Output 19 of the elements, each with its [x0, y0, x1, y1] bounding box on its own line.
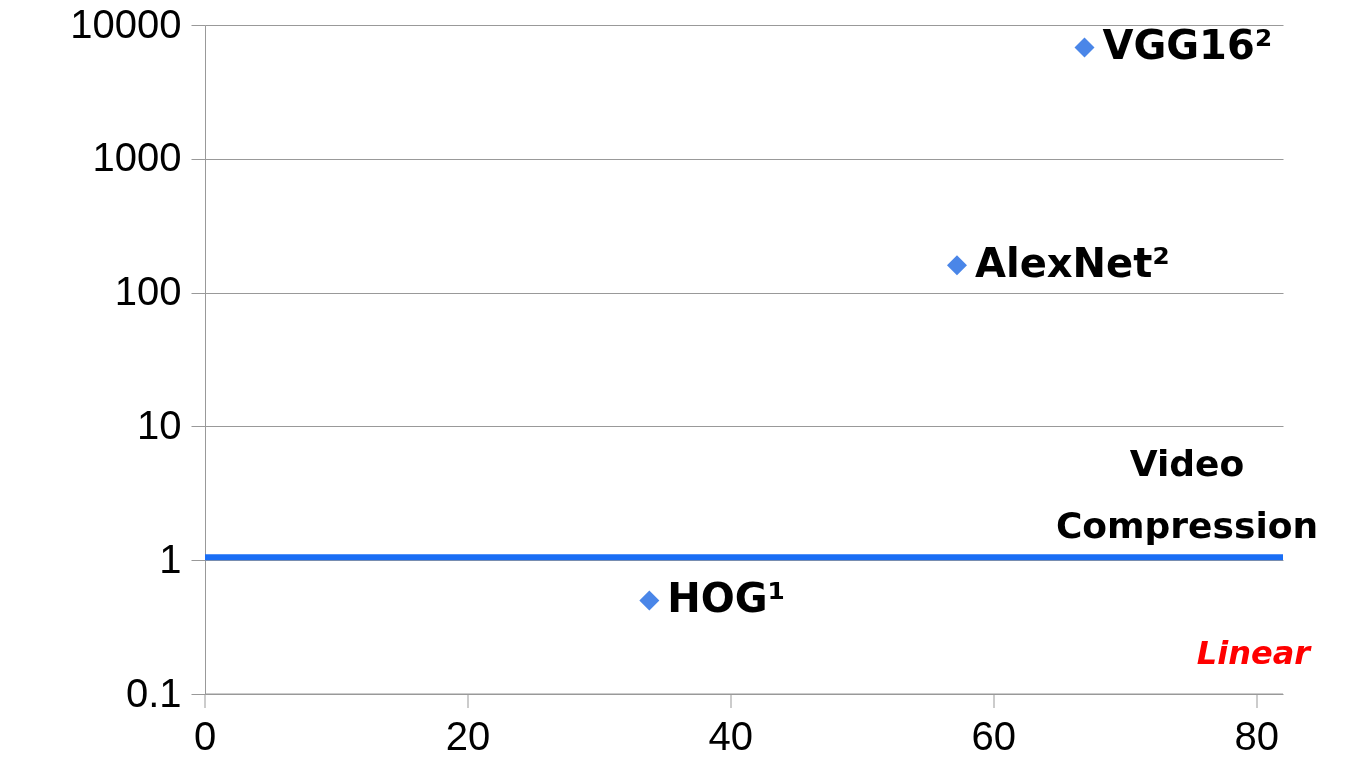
x-tick-label: 20	[445, 714, 491, 758]
y-tick-label: 0.1	[125, 670, 182, 715]
point	[639, 590, 660, 611]
point	[1074, 37, 1095, 58]
x-tick-label: 0	[193, 714, 217, 758]
y-tick-label: 1	[159, 536, 182, 581]
point	[946, 255, 967, 276]
y-tick-label: 10000	[70, 1, 182, 46]
annotation: AlexNet²	[974, 240, 1170, 287]
x-tick-label: 40	[708, 714, 754, 758]
y-tick-label: 1000	[92, 135, 182, 180]
y-tick-label: 10	[137, 402, 182, 447]
annotation: Linear	[1196, 634, 1313, 672]
x-tick-label: 60	[971, 714, 1017, 758]
x-tick-label: 80	[1234, 714, 1279, 758]
series-label: Video Compression	[1055, 443, 1319, 547]
annotation: VGG16²	[1102, 22, 1273, 69]
annotation: HOG¹	[667, 575, 786, 622]
y-tick-label: 100	[114, 269, 182, 314]
